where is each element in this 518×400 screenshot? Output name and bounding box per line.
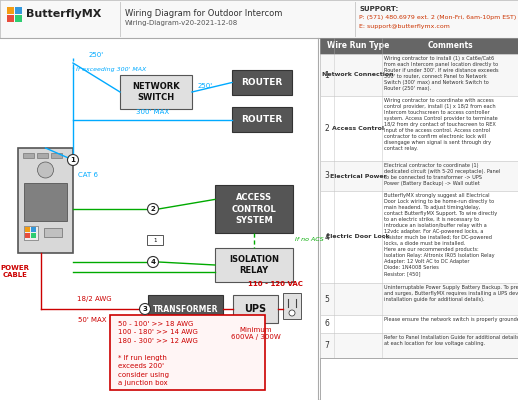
Text: 2: 2 — [325, 124, 329, 133]
Text: ButterflyMX strongly suggest all Electrical
Door Lock wiring to be home-run dire: ButterflyMX strongly suggest all Electri… — [384, 193, 497, 276]
Bar — [24, 226, 38, 240]
Bar — [215, 185, 293, 233]
Bar — [320, 191, 518, 283]
Text: 1: 1 — [153, 238, 157, 242]
Text: 50 - 100' >> 18 AWG
100 - 180' >> 14 AWG
180 - 300' >> 12 AWG

* If run length
e: 50 - 100' >> 18 AWG 100 - 180' >> 14 AWG… — [118, 321, 198, 386]
Bar — [120, 75, 192, 109]
Circle shape — [37, 162, 53, 178]
Text: 4: 4 — [325, 232, 329, 242]
Bar — [25, 227, 30, 232]
Bar — [110, 315, 265, 390]
Bar — [283, 293, 301, 319]
Text: 1: 1 — [70, 157, 76, 163]
Bar — [31, 233, 36, 238]
Text: POWER
CABLE: POWER CABLE — [1, 265, 30, 278]
Text: 50' MAX: 50' MAX — [79, 317, 107, 323]
Text: Uninterruptable Power Supply Battery Backup. To prevent voltage drops
and surges: Uninterruptable Power Supply Battery Bac… — [384, 285, 518, 302]
Text: Network Connection: Network Connection — [322, 72, 394, 78]
Bar — [215, 248, 293, 282]
Bar — [320, 283, 518, 315]
Circle shape — [67, 154, 79, 166]
Bar — [0, 38, 318, 400]
Text: Electrical contractor to coordinate (1)
dedicated circuit (with 5-20 receptacle): Electrical contractor to coordinate (1) … — [384, 163, 500, 186]
Bar — [15, 7, 22, 14]
Circle shape — [148, 256, 159, 268]
Text: Wiring-Diagram-v20-2021-12-08: Wiring-Diagram-v20-2021-12-08 — [125, 20, 238, 26]
Text: 250': 250' — [198, 83, 213, 89]
Text: Wiring Diagram for Outdoor Intercom: Wiring Diagram for Outdoor Intercom — [125, 9, 282, 18]
Bar — [232, 70, 292, 95]
Bar — [25, 233, 30, 238]
Bar — [232, 107, 292, 132]
Text: 5: 5 — [325, 294, 329, 304]
Bar — [147, 235, 163, 245]
Bar — [320, 333, 518, 358]
Text: Wire Run Type: Wire Run Type — [327, 42, 389, 50]
Text: Refer to Panel Installation Guide for additional details. Leave 6' service loop
: Refer to Panel Installation Guide for ad… — [384, 335, 518, 346]
Bar — [31, 227, 36, 232]
Circle shape — [289, 310, 295, 316]
Bar — [320, 96, 518, 161]
Bar — [18, 148, 73, 253]
Text: 250': 250' — [89, 52, 104, 58]
Text: ButterflyMX: ButterflyMX — [26, 9, 102, 19]
Bar — [37, 153, 48, 158]
Text: E: support@butterflymx.com: E: support@butterflymx.com — [359, 24, 450, 29]
Text: 1: 1 — [325, 70, 329, 80]
Bar — [320, 161, 518, 191]
Bar — [24, 183, 67, 221]
Text: ACCESS
CONTROL
SYSTEM: ACCESS CONTROL SYSTEM — [232, 194, 277, 225]
Bar — [44, 228, 62, 237]
Text: Electrical Power: Electrical Power — [329, 174, 386, 178]
Bar — [148, 295, 223, 323]
Text: 300' MAX: 300' MAX — [136, 108, 169, 114]
Bar — [233, 295, 278, 323]
Text: Access Control: Access Control — [332, 126, 384, 131]
Text: 4: 4 — [151, 259, 155, 265]
Text: Wiring contractor to install (1) x Cat6e/Cat6
from each Intercom panel location : Wiring contractor to install (1) x Cat6e… — [384, 56, 498, 91]
Bar — [7, 7, 14, 14]
Text: If no ACS: If no ACS — [295, 237, 324, 242]
Text: 6: 6 — [325, 320, 329, 328]
Bar — [7, 15, 14, 22]
Text: ISOLATION
RELAY: ISOLATION RELAY — [229, 255, 279, 275]
Text: Please ensure the network switch is properly grounded.: Please ensure the network switch is prop… — [384, 317, 518, 322]
Text: CAT 6: CAT 6 — [78, 172, 98, 178]
Text: If exceeding 300' MAX: If exceeding 300' MAX — [76, 68, 146, 72]
Text: Electric Door Lock: Electric Door Lock — [326, 234, 390, 240]
Text: Wiring contractor to coordinate with access
control provider, install (1) x 18/2: Wiring contractor to coordinate with acc… — [384, 98, 498, 151]
Bar — [320, 315, 518, 333]
Circle shape — [139, 304, 151, 314]
Text: TRANSFORMER: TRANSFORMER — [153, 304, 218, 314]
Bar — [0, 0, 518, 38]
Text: 7: 7 — [325, 341, 329, 350]
Text: 3: 3 — [142, 306, 148, 312]
Text: 2: 2 — [151, 206, 155, 212]
Bar — [15, 15, 22, 22]
Text: P: (571) 480.6979 ext. 2 (Mon-Fri, 6am-10pm EST): P: (571) 480.6979 ext. 2 (Mon-Fri, 6am-1… — [359, 15, 516, 20]
Bar — [320, 38, 518, 54]
Text: ROUTER: ROUTER — [241, 78, 283, 87]
Text: UPS: UPS — [244, 304, 267, 314]
Circle shape — [148, 204, 159, 214]
Text: ROUTER: ROUTER — [241, 115, 283, 124]
Text: 110 - 120 VAC: 110 - 120 VAC — [248, 281, 303, 287]
Text: 3: 3 — [325, 172, 329, 180]
Text: 18/2 AWG: 18/2 AWG — [77, 296, 111, 302]
Bar — [320, 38, 518, 400]
Bar — [23, 153, 34, 158]
Text: Comments: Comments — [427, 42, 473, 50]
Text: NETWORK
SWITCH: NETWORK SWITCH — [132, 82, 180, 102]
Bar — [51, 153, 62, 158]
Bar — [320, 54, 518, 96]
Text: Minimum
600VA / 300W: Minimum 600VA / 300W — [231, 327, 280, 340]
Text: SUPPORT:: SUPPORT: — [359, 6, 398, 12]
